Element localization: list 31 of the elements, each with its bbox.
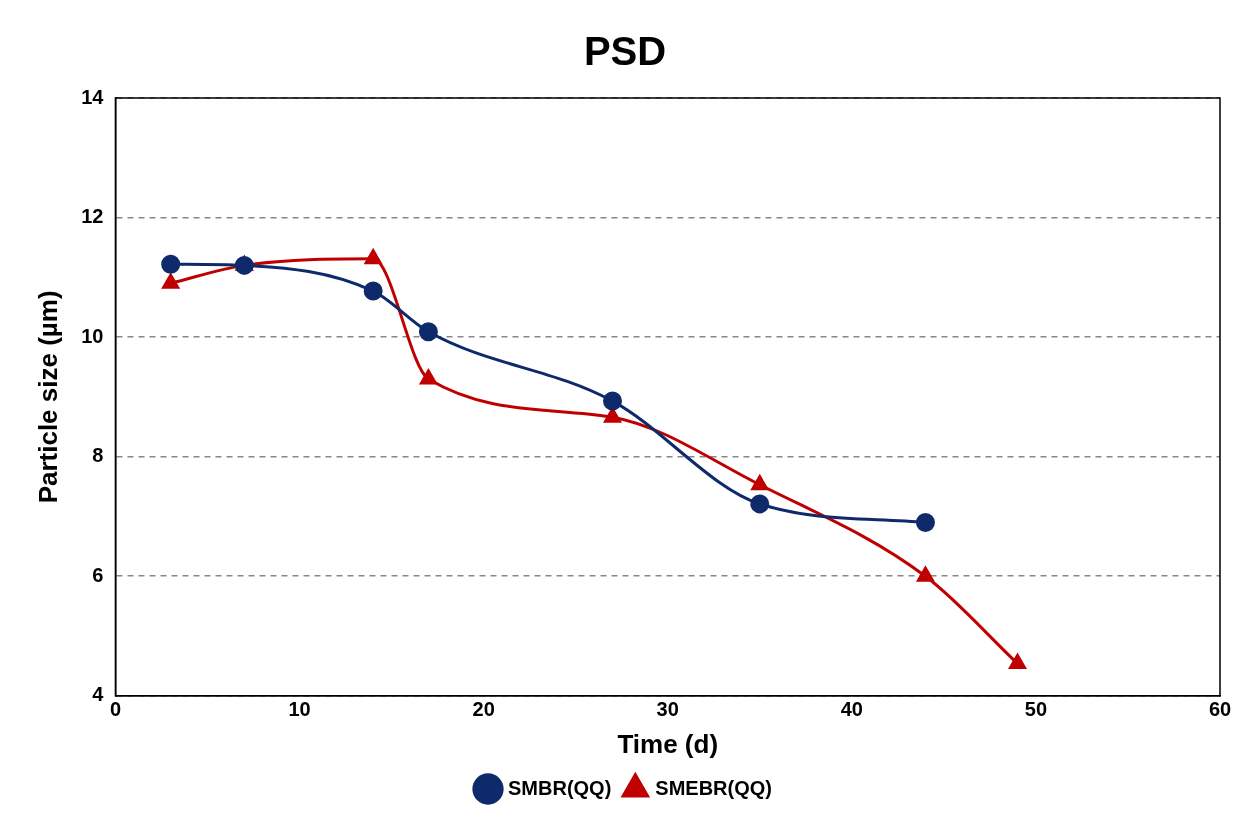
y-tick-label: 6 bbox=[92, 563, 104, 586]
legend-label: SMBR(QQ) bbox=[508, 776, 612, 799]
point bbox=[1009, 654, 1026, 670]
legend-label: SMEBR(QQ) bbox=[655, 776, 772, 799]
point bbox=[363, 281, 383, 301]
x-tick-label: 60 bbox=[1208, 698, 1232, 721]
y-tick-label: 4 bbox=[92, 683, 105, 706]
y-axis-title: Particle size (µm) bbox=[32, 290, 63, 504]
point bbox=[161, 254, 181, 274]
x-axis-title: Time (d) bbox=[617, 728, 719, 759]
point bbox=[234, 255, 254, 275]
point bbox=[917, 566, 934, 582]
point bbox=[419, 369, 437, 385]
x-tick-label: 0 bbox=[109, 698, 122, 721]
point bbox=[364, 249, 382, 265]
chart-title: PSD bbox=[583, 29, 667, 74]
y-tick-label: 12 bbox=[81, 205, 104, 228]
x-tick-label: 40 bbox=[840, 698, 863, 721]
x-tick-label: 50 bbox=[1024, 698, 1048, 721]
y-tick-label: 8 bbox=[92, 444, 104, 467]
point bbox=[750, 494, 770, 514]
point bbox=[603, 391, 622, 411]
x-tick-label: 30 bbox=[656, 698, 679, 721]
point bbox=[162, 273, 180, 289]
point bbox=[915, 512, 935, 532]
x-tick-label: 10 bbox=[288, 698, 311, 721]
point bbox=[418, 322, 438, 342]
y-tick-label: 10 bbox=[81, 324, 104, 347]
point bbox=[751, 475, 769, 491]
x-tick-label: 20 bbox=[472, 698, 495, 721]
y-tick-label: 14 bbox=[81, 85, 105, 108]
